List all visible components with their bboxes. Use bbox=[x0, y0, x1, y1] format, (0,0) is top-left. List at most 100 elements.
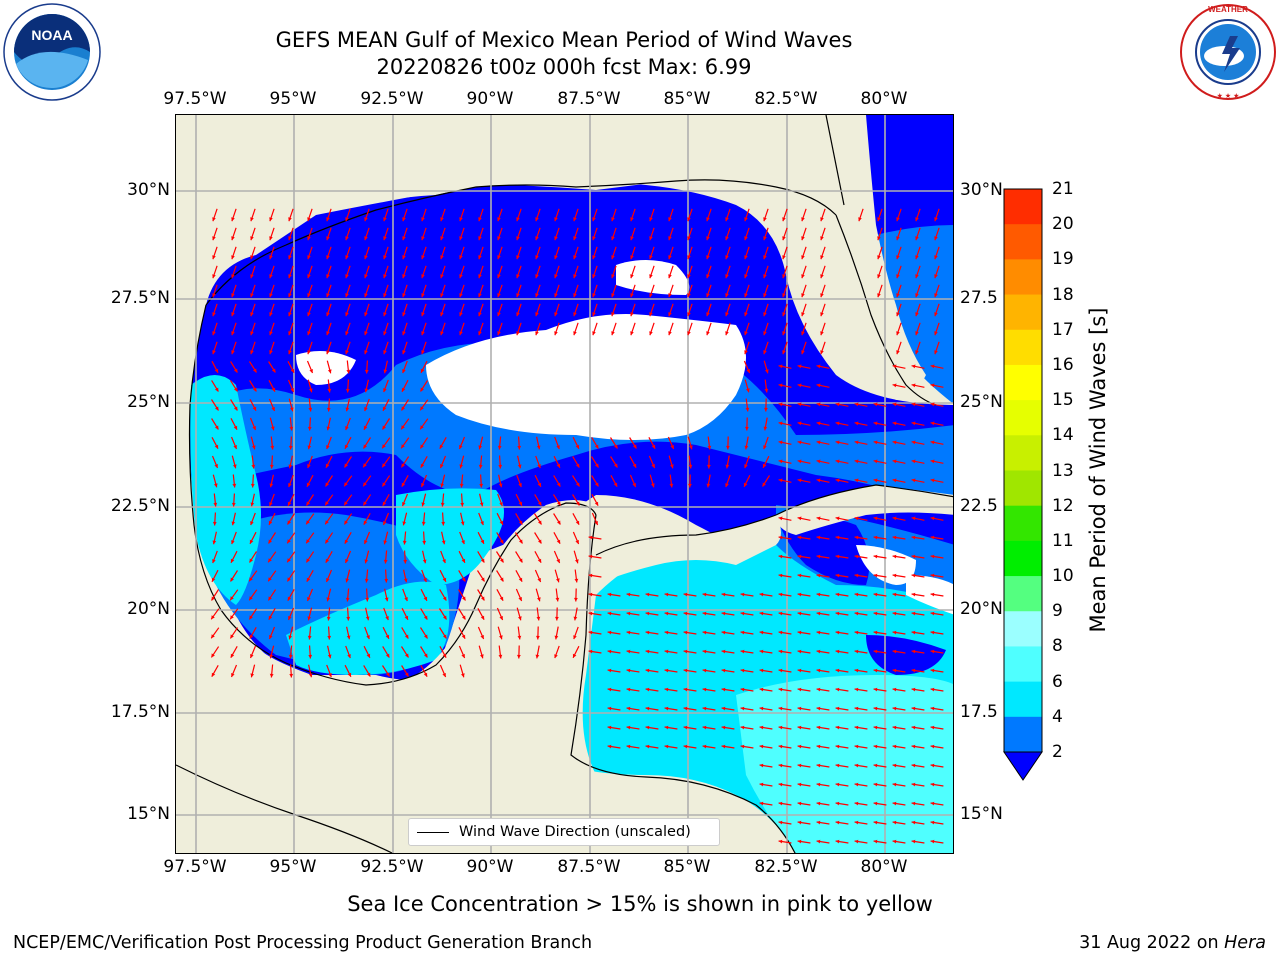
wind-wave-arrowhead bbox=[214, 425, 219, 430]
wind-wave-arrowhead bbox=[930, 763, 935, 768]
wind-wave-arrowhead bbox=[801, 255, 805, 260]
wind-wave-arrowhead bbox=[664, 592, 669, 597]
wind-wave-arrowhead bbox=[554, 331, 558, 336]
wind-wave-arrowhead bbox=[327, 369, 332, 374]
wind-wave-arrowhead bbox=[385, 653, 390, 658]
wind-wave-arrowhead bbox=[835, 801, 840, 806]
wind-wave-arrowhead bbox=[383, 293, 387, 298]
wind-wave-arrowhead bbox=[443, 615, 447, 620]
wind-wave-arrowhead bbox=[892, 649, 897, 654]
wind-wave-arrowhead bbox=[344, 444, 349, 449]
wind-wave-arrowhead bbox=[687, 312, 691, 317]
wind-wave-arrowhead bbox=[725, 464, 730, 469]
wind-wave-arrowhead bbox=[778, 725, 783, 730]
wind-wave-arrowhead bbox=[480, 539, 485, 544]
wind-wave-arrowhead bbox=[288, 331, 292, 336]
wind-wave-arrowhead bbox=[459, 236, 463, 241]
wind-wave-arrowhead bbox=[517, 445, 522, 450]
wind-wave-arrowhead bbox=[516, 331, 520, 336]
wind-wave-arrowhead bbox=[706, 331, 710, 336]
wind-wave-arrowhead bbox=[607, 706, 612, 711]
wind-wave-arrowhead bbox=[440, 236, 444, 241]
wind-wave-arrowhead bbox=[911, 706, 916, 711]
wind-wave-arrowhead bbox=[421, 274, 425, 279]
wind-wave-arrowhead bbox=[611, 255, 615, 260]
wind-wave-arrowhead bbox=[215, 406, 219, 411]
wind-wave-arrowhead bbox=[288, 445, 293, 450]
wind-wave-arrowhead bbox=[554, 312, 558, 317]
wind-wave-arrowhead bbox=[249, 577, 253, 582]
wind-wave-arrowhead bbox=[725, 236, 729, 241]
wind-wave-arrowhead bbox=[269, 483, 274, 488]
wind-wave-arrowhead bbox=[630, 274, 634, 279]
wind-wave-arrowhead bbox=[480, 521, 484, 526]
svg-text:NOAA: NOAA bbox=[31, 27, 72, 43]
wind-wave-arrowhead bbox=[345, 217, 349, 222]
wind-wave-arrowhead bbox=[668, 236, 672, 241]
wind-wave-arrowhead bbox=[649, 312, 653, 317]
wind-wave-arrowhead bbox=[556, 578, 560, 583]
lat-tick-right: 30°N bbox=[960, 180, 1003, 200]
wind-wave-arrowhead bbox=[896, 293, 900, 298]
wind-wave-arrowhead bbox=[459, 445, 463, 449]
wind-wave-arrowhead bbox=[423, 578, 427, 583]
lon-tick-top: 82.5°W bbox=[754, 89, 818, 109]
wind-wave-arrowhead bbox=[873, 839, 878, 844]
colorbar-tick-label: 19 bbox=[1052, 249, 1074, 270]
wind-wave-arrowhead bbox=[307, 616, 312, 621]
wind-wave-arrowhead bbox=[385, 634, 390, 639]
wind-wave-arrowhead bbox=[778, 383, 783, 388]
wind-wave-arrowhead bbox=[721, 649, 726, 654]
wind-wave-arrowhead bbox=[892, 801, 897, 806]
colorbar-extend-arrow bbox=[1003, 751, 1043, 781]
wind-wave-arrowhead bbox=[930, 459, 935, 464]
wind-wave-arrowhead bbox=[478, 464, 483, 469]
wind-wave-arrowhead bbox=[536, 445, 541, 450]
lat-tick-left: 15°N bbox=[127, 804, 170, 824]
wind-wave-arrowhead bbox=[759, 668, 764, 673]
wind-wave-arrowhead bbox=[498, 483, 503, 488]
wind-wave-arrowhead bbox=[797, 554, 802, 559]
wind-wave-arrowhead bbox=[930, 668, 935, 673]
west-cyan bbox=[190, 375, 261, 605]
wind-wave-arrowhead bbox=[930, 478, 935, 483]
wind-wave-arrowhead bbox=[930, 592, 935, 597]
wind-wave-arrowhead bbox=[930, 706, 935, 711]
wind-wave-arrowhead bbox=[535, 293, 539, 298]
wind-wave-arrowhead bbox=[649, 293, 653, 298]
wind-wave-arrowhead bbox=[364, 388, 369, 393]
wind-wave-arrowhead bbox=[896, 236, 900, 241]
wind-wave-arrowhead bbox=[721, 630, 726, 635]
coastline-yucatan-north bbox=[595, 514, 777, 556]
map-panel bbox=[175, 114, 954, 854]
no-data-east-caribbean bbox=[906, 575, 953, 615]
wind-wave-arrowhead bbox=[702, 630, 707, 635]
wind-wave-arrowhead bbox=[835, 611, 840, 616]
wind-wave-arrowhead bbox=[573, 236, 577, 241]
wind-wave-arrowhead bbox=[930, 649, 935, 654]
wind-wave-arrowhead bbox=[835, 725, 840, 730]
land-cuba bbox=[776, 485, 953, 535]
wind-wave-arrowhead bbox=[287, 501, 292, 506]
wind-wave-arrowhead bbox=[442, 653, 447, 658]
wind-wave-arrowhead bbox=[744, 331, 748, 336]
wind-wave-arrowhead bbox=[782, 274, 786, 279]
wind-wave-arrowhead bbox=[344, 482, 348, 487]
wind-wave-arrowhead bbox=[307, 426, 312, 431]
wind-wave-arrowhead bbox=[250, 331, 254, 336]
wind-wave-arrowhead bbox=[421, 502, 426, 507]
wind-wave-arrowhead bbox=[231, 350, 235, 355]
wind-wave-arrowhead bbox=[478, 331, 482, 336]
wind-wave-arrowhead bbox=[816, 763, 821, 768]
wind-wave-arrowhead bbox=[630, 293, 634, 298]
lat-tick-left: 17.5°N bbox=[110, 702, 170, 722]
wind-wave-arrowhead bbox=[288, 616, 292, 620]
lon-tick-bottom: 92.5°W bbox=[360, 857, 424, 877]
wind-wave-arrowhead bbox=[782, 350, 786, 355]
wind-wave-arrowhead bbox=[688, 483, 692, 488]
wind-wave-arrowhead bbox=[535, 255, 539, 260]
colorbar-tick-label: 11 bbox=[1052, 530, 1074, 551]
wind-wave-arrowhead bbox=[706, 274, 710, 279]
wind-wave-arrowhead bbox=[289, 407, 294, 412]
atlantic-blue-band bbox=[876, 225, 953, 404]
